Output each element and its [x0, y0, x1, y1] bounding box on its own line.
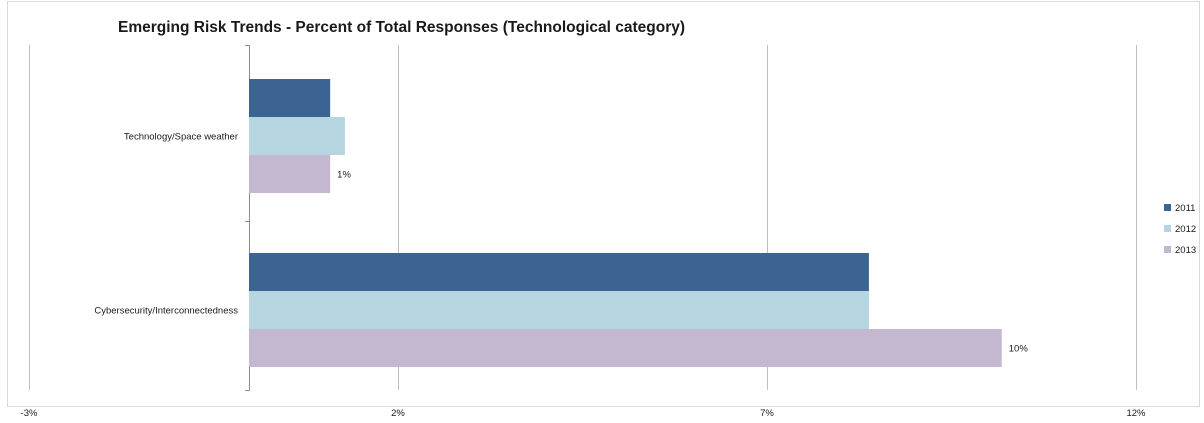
legend-swatch-2012: [1164, 225, 1171, 232]
x-tick-label: 12%: [1126, 408, 1146, 419]
bar-2011-cybersecurity-interconnectedness: [249, 253, 869, 291]
legend-label: 2011: [1175, 203, 1195, 214]
data-label: 10%: [1009, 344, 1029, 355]
bar-2011-technology-space-weather: [249, 79, 331, 117]
category-label: Technology/Space weather: [124, 132, 238, 143]
chart-title: Emerging Risk Trends - Percent of Total …: [118, 19, 686, 36]
legend-label: 2013: [1175, 245, 1196, 256]
bar-2012-technology-space-weather: [249, 117, 345, 155]
legend-swatch-2013: [1164, 246, 1171, 253]
category-label: Cybersecurity/Interconnectedness: [94, 306, 238, 317]
bar-2012-cybersecurity-interconnectedness: [249, 291, 869, 329]
x-tick-label: 2%: [391, 408, 405, 419]
x-tick-label: -3%: [21, 408, 38, 419]
chart-frame: [7, 1, 1200, 407]
bar-2013-technology-space-weather: [249, 155, 331, 193]
legend-label: 2012: [1175, 224, 1196, 235]
data-label: 1%: [337, 170, 351, 181]
x-tick-label: 7%: [760, 408, 774, 419]
bar-2013-cybersecurity-interconnectedness: [249, 329, 1002, 367]
legend-swatch-2011: [1164, 204, 1171, 211]
